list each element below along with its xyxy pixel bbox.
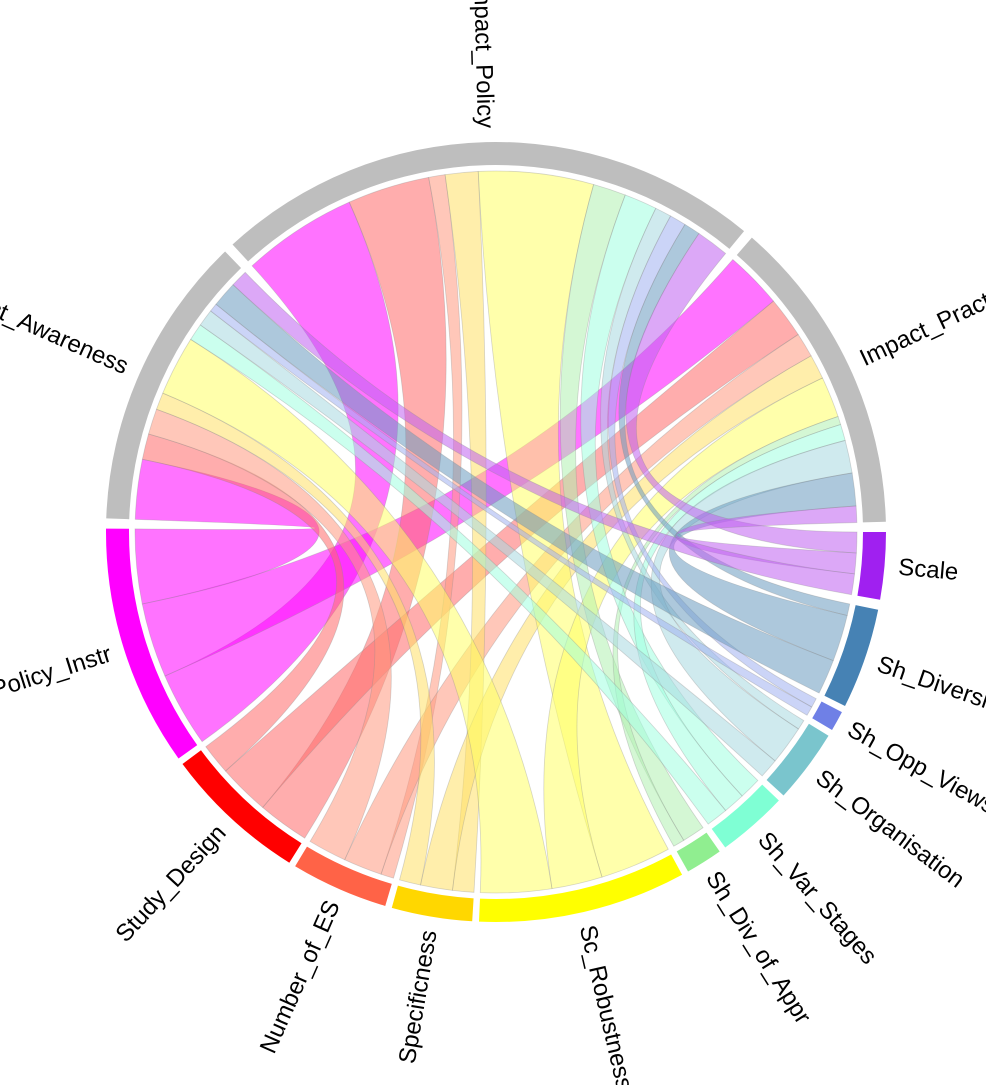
link-specificness-to-impact-awareness — [155, 392, 435, 886]
link-specificness-to-impact-practice — [420, 355, 824, 891]
sector-sh-var-stages — [711, 784, 779, 848]
sector-specificness — [391, 885, 474, 922]
link-number-of-es-to-impact-practice — [344, 333, 812, 875]
chord-sectors — [105, 141, 886, 922]
label-impact-awareness: Impact_Awareness — [0, 273, 132, 381]
link-sc-robustness-to-impact-practice — [543, 377, 839, 890]
link-scale-to-impact-awareness — [232, 271, 856, 596]
sector-sh-diversity — [824, 605, 879, 707]
sector-impact-policy — [232, 141, 745, 262]
label-number-of-es: Number_of_ES — [255, 896, 346, 1057]
link-sh-diversity-to-impact-policy — [618, 223, 851, 616]
link-sh-div-of-appr-to-impact-practice — [612, 416, 842, 847]
link-number-of-es-to-impact-awareness — [148, 408, 392, 861]
label-scale: Scale — [897, 554, 959, 586]
label-impact-practice: Impact_Practice — [856, 274, 986, 372]
link-scale-to-impact-policy — [625, 232, 858, 554]
label-impact-policy: Impact_Policy — [468, 0, 499, 128]
link-sh-organisation-to-impact-awareness — [199, 310, 776, 777]
sector-sh-div-of-appr — [676, 832, 720, 872]
label-sc-robustness: Sc_Robustness — [574, 923, 638, 1085]
link-study-design-to-impact-practice — [224, 300, 799, 809]
label-study-design: Study_Design — [110, 820, 231, 948]
link-sh-opp-views-to-impact-policy — [608, 215, 817, 708]
sector-number-of-es — [295, 846, 392, 906]
link-sc-robustness-to-impact-awareness — [162, 338, 553, 894]
sector-sh-opp-views — [812, 701, 842, 730]
link-sh-organisation-to-impact-policy — [600, 207, 805, 730]
sector-sc-robustness — [478, 854, 683, 922]
link-sh-opp-views-to-impact-awareness — [209, 303, 813, 716]
sector-sh-organisation — [766, 723, 829, 796]
sector-scale — [857, 532, 886, 600]
chord-links — [134, 170, 858, 894]
link-sh-diversity-to-impact-awareness — [215, 284, 834, 694]
sector-impact-practice — [736, 237, 886, 523]
label-sh-diversity: Sh_Diversity — [874, 651, 986, 720]
label-policy-instr: Policy_Instr — [0, 641, 115, 704]
sector-impact-awareness — [106, 251, 242, 520]
link-study-design-to-impact-awareness — [141, 433, 345, 772]
label-specificness: Specificness — [394, 928, 443, 1065]
link-sh-var-stages-to-impact-awareness — [190, 324, 727, 825]
sector-study-design — [182, 750, 302, 863]
sector-policy-instr — [105, 528, 198, 759]
